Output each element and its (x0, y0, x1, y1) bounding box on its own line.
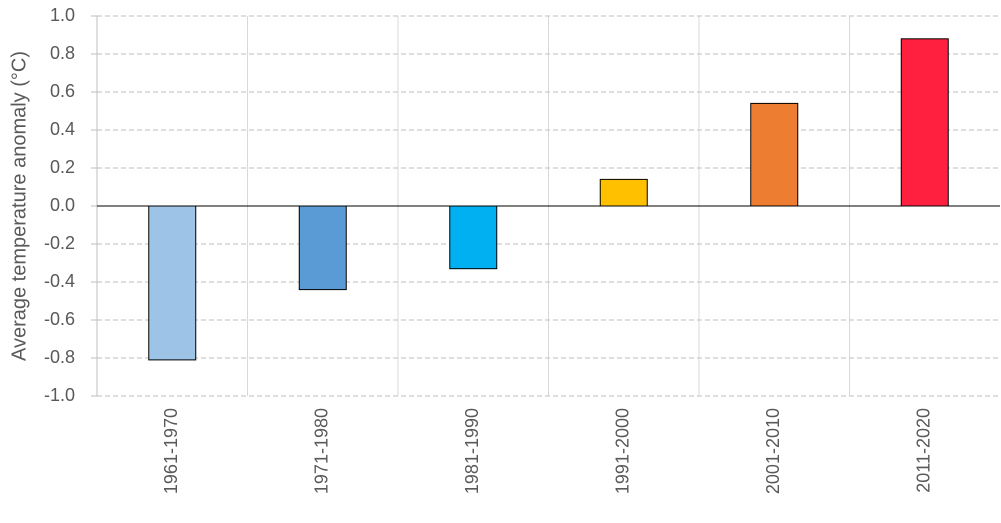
bar (599, 178, 648, 207)
x-tick-label: 1981-1990 (462, 408, 482, 494)
y-tick-label: 0.2 (50, 157, 75, 177)
x-tick-label: 2001-2010 (763, 408, 783, 494)
y-tick-label: 0.8 (50, 43, 75, 63)
y-tick-label: 0.0 (50, 195, 75, 215)
y-tick-label: -0.4 (44, 271, 75, 291)
y-tick-label: -1.0 (44, 385, 75, 405)
bar (298, 205, 347, 291)
bar (449, 205, 498, 270)
bar (148, 205, 197, 361)
x-tick-label: 1991-2000 (613, 408, 633, 494)
bar (750, 102, 799, 207)
y-tick-label: 1.0 (50, 5, 75, 25)
y-tick-label: -0.6 (44, 309, 75, 329)
x-tick-label: 1961-1970 (161, 408, 181, 494)
x-tick-label: 1971-1980 (312, 408, 332, 494)
y-axis-label: Average temperature anomaly (°C) (8, 51, 30, 361)
y-tick-label: 0.6 (50, 81, 75, 101)
bar (900, 38, 949, 207)
y-tick-label: -0.2 (44, 233, 75, 253)
y-tick-label: -0.8 (44, 347, 75, 367)
y-tick-label: 0.4 (50, 119, 75, 139)
x-tick-label: 2011-2020 (914, 408, 934, 493)
